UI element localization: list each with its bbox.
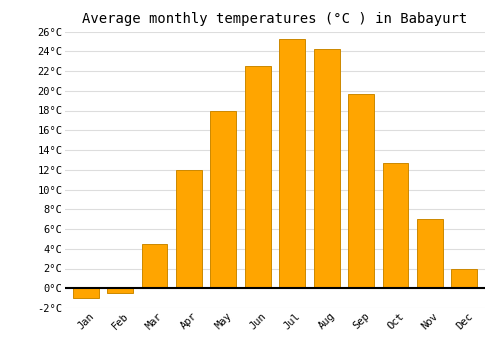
Bar bbox=[348, 94, 374, 288]
Bar bbox=[142, 244, 168, 288]
Bar bbox=[107, 288, 133, 293]
Bar bbox=[452, 268, 477, 288]
Bar bbox=[314, 49, 340, 288]
Bar bbox=[210, 111, 236, 288]
Bar bbox=[176, 170, 202, 288]
Bar bbox=[245, 66, 270, 288]
Bar bbox=[72, 288, 99, 298]
Bar bbox=[382, 163, 408, 288]
Title: Average monthly temperatures (°C ) in Babayurt: Average monthly temperatures (°C ) in Ba… bbox=[82, 12, 468, 26]
Bar bbox=[417, 219, 443, 288]
Bar bbox=[280, 40, 305, 288]
